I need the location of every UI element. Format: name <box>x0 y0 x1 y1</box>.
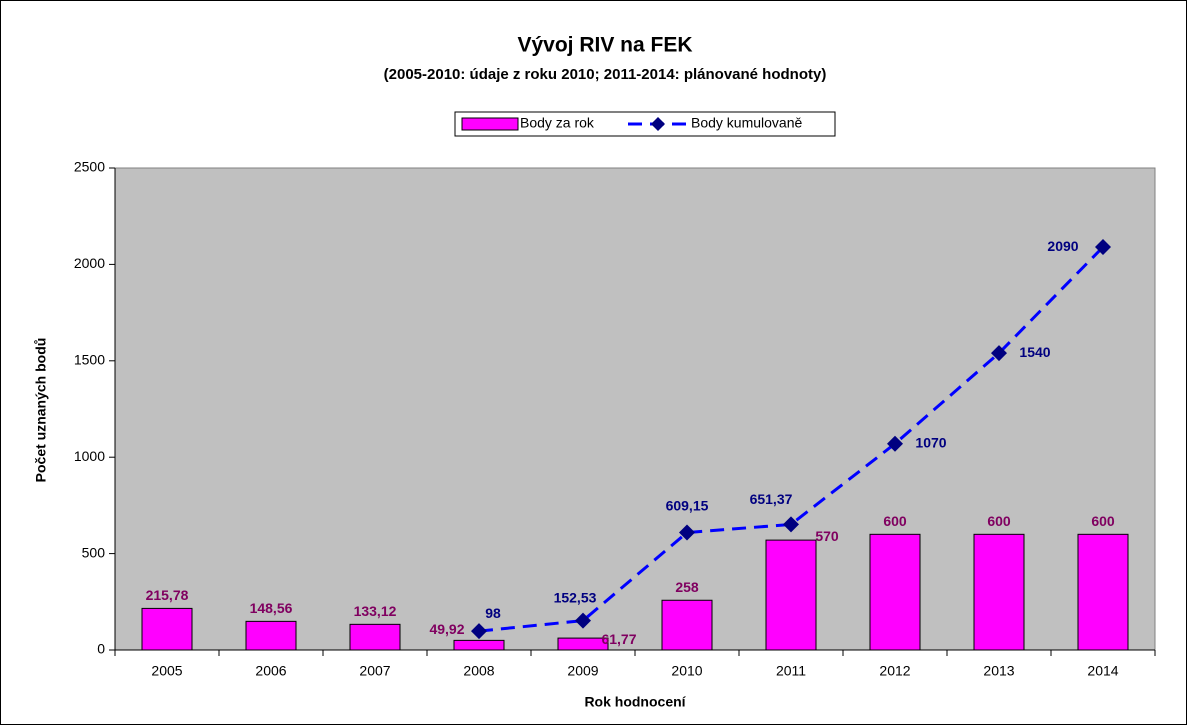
bar <box>661 599 713 651</box>
y-axis-label: Počet uznaných bodů <box>33 338 49 483</box>
y-tick-label: 0 <box>97 641 105 657</box>
data-label: 148,56 <box>250 600 293 616</box>
marker <box>679 524 695 541</box>
x-tick-label: 2013 <box>983 663 1014 679</box>
x-tick-label: 2014 <box>1087 663 1118 679</box>
x-tick-label: 2010 <box>671 663 702 679</box>
data-label: 133,12 <box>354 603 397 619</box>
marker <box>1095 239 1111 256</box>
x-tick-label: 2006 <box>255 663 286 679</box>
data-label: 600 <box>1091 513 1115 529</box>
x-tick-label: 2005 <box>151 663 182 679</box>
data-label: 98 <box>485 605 501 621</box>
bar <box>869 533 921 651</box>
bar <box>245 620 297 651</box>
x-tick-label: 2008 <box>463 663 494 679</box>
data-label: 570 <box>815 528 839 544</box>
bar <box>453 639 505 651</box>
bar <box>973 533 1025 651</box>
x-tick-label: 2007 <box>359 663 390 679</box>
bar <box>349 623 401 651</box>
data-label: 1070 <box>915 434 946 450</box>
x-tick-label: 2012 <box>879 663 910 679</box>
data-label: 2090 <box>1047 238 1078 254</box>
x-axis-label: Rok hodnocení <box>584 694 686 710</box>
bar <box>557 637 609 651</box>
data-label: 49,92 <box>429 621 464 637</box>
chart-subtitle: (2005-2010: údaje z roku 2010; 2011-2014… <box>384 66 827 83</box>
marker <box>783 516 799 533</box>
y-tick-label: 1500 <box>74 352 105 368</box>
bar <box>1077 533 1129 651</box>
legend-swatch <box>461 117 519 131</box>
x-tick-label: 2009 <box>567 663 598 679</box>
data-label: 152,53 <box>554 589 597 605</box>
data-label: 609,15 <box>666 497 709 513</box>
chart-title: Vývoj RIV na FEK <box>517 34 692 57</box>
marker <box>471 623 487 640</box>
marker <box>575 612 591 629</box>
bar <box>141 607 193 651</box>
data-label: 651,37 <box>750 491 793 507</box>
data-label: 258 <box>675 579 699 595</box>
data-label: 61,77 <box>601 631 636 647</box>
bar <box>765 539 817 651</box>
marker <box>991 345 1007 362</box>
data-label: 600 <box>883 513 907 529</box>
legend-label: Body za rok <box>520 115 595 131</box>
legend-label: Body kumulovaně <box>691 115 803 131</box>
y-tick-label: 2500 <box>74 159 105 175</box>
data-label: 600 <box>987 513 1011 529</box>
y-tick-label: 2000 <box>74 255 105 271</box>
y-tick-label: 500 <box>82 544 106 560</box>
x-tick-label: 2011 <box>776 663 806 679</box>
y-tick-label: 1000 <box>74 448 105 464</box>
legend-marker <box>651 117 665 131</box>
marker <box>887 435 903 452</box>
data-label: 1540 <box>1019 344 1050 360</box>
data-label: 215,78 <box>146 587 189 603</box>
